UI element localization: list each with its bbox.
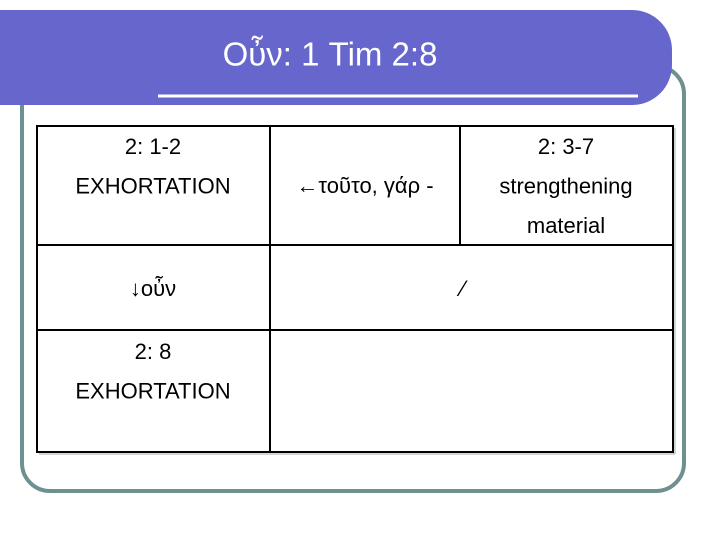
cell-text: 2: 8	[135, 339, 172, 364]
cell-text: 2: 3-7	[538, 134, 594, 159]
slide-frame	[20, 64, 686, 493]
slide-title: Οὖν: 1 Tim 2:8	[223, 36, 438, 73]
table-shadow	[39, 128, 676, 455]
cell-text: EXHORTATION	[75, 378, 230, 403]
table-border	[36, 125, 674, 453]
cell-text: strengthening	[499, 173, 632, 198]
cell-text: ↓οὖν	[130, 276, 176, 301]
table-grid	[36, 125, 674, 453]
title-bar	[0, 10, 672, 105]
cell-text: 2: 1-2	[125, 134, 181, 159]
cell-text: ←τοῦτο, γάρ -	[296, 173, 433, 198]
cell-text: material	[527, 213, 605, 238]
cell-text: EXHORTATION	[75, 173, 230, 198]
